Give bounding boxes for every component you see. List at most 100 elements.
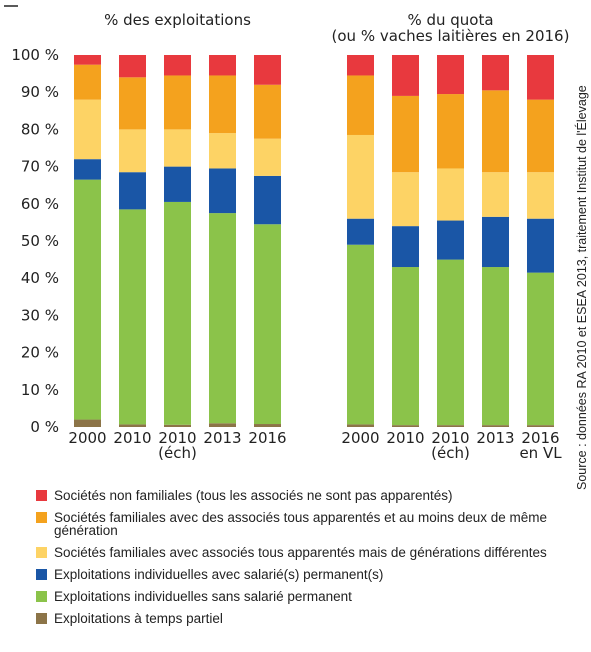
bar-segment bbox=[164, 55, 191, 76]
bar-segment bbox=[74, 55, 101, 65]
bar-segment bbox=[392, 95, 419, 173]
bar-segment bbox=[119, 209, 146, 425]
legend-label: Exploitations à temps partiel bbox=[54, 611, 223, 626]
x-tick-label: 2016 en VL bbox=[519, 429, 562, 462]
bar-segment bbox=[437, 94, 464, 169]
x-tick-label: 2016 bbox=[248, 429, 287, 447]
bar-segment bbox=[74, 159, 101, 180]
x-tick-label: 2010 (éch) bbox=[431, 429, 470, 462]
legend-label: Sociétés familiales avec des associés to… bbox=[54, 510, 548, 538]
bar-segment bbox=[482, 90, 509, 173]
bar-segment bbox=[209, 168, 236, 214]
bar-segment bbox=[347, 55, 374, 76]
bar-segment bbox=[527, 172, 554, 219]
y-tick-label: 0 % bbox=[30, 418, 59, 436]
bar-segment bbox=[209, 75, 236, 134]
legend-label: Exploitations individuelles avec salarié… bbox=[54, 567, 384, 582]
y-tick-label: 80 % bbox=[21, 120, 59, 138]
legend-swatch bbox=[36, 547, 47, 558]
bar-segment bbox=[74, 99, 101, 160]
bar-segment bbox=[119, 77, 146, 130]
source-note: Source : données RA 2010 et ESEA 2013, t… bbox=[574, 85, 589, 490]
legend-item: Exploitations à temps partiel bbox=[36, 612, 566, 625]
bar-segment bbox=[119, 129, 146, 173]
y-tick-label: 90 % bbox=[21, 83, 59, 101]
bar-segment bbox=[209, 133, 236, 169]
bar-segment bbox=[527, 272, 554, 426]
bar-segment bbox=[164, 75, 191, 130]
legend-item: Exploitations individuelles avec salarié… bbox=[36, 568, 566, 581]
bar-segment bbox=[209, 423, 236, 427]
bar-segment bbox=[74, 179, 101, 420]
bar-segment bbox=[482, 267, 509, 426]
bar-segment bbox=[209, 213, 236, 424]
bar-segment bbox=[74, 419, 101, 427]
chart-title: % du quota (ou % vaches laitières en 201… bbox=[331, 11, 570, 45]
bar-segment bbox=[392, 172, 419, 227]
legend-label: Sociétés non familiales (tous les associ… bbox=[54, 488, 453, 503]
x-tick-label: 2010 bbox=[113, 429, 152, 447]
source-box: Source : données RA 2010 et ESEA 2013, t… bbox=[574, 85, 589, 490]
legend-item: Exploitations individuelles sans salarié… bbox=[36, 590, 566, 603]
legend-swatch bbox=[36, 512, 47, 523]
bar-segment bbox=[482, 425, 509, 427]
bar-segment bbox=[209, 55, 236, 76]
bar-segment bbox=[482, 216, 509, 268]
x-tick-label: 2010 bbox=[386, 429, 425, 447]
bar-segment bbox=[74, 64, 101, 100]
bar-segment bbox=[164, 201, 191, 425]
legend-swatch bbox=[36, 490, 47, 501]
bar-segment bbox=[437, 259, 464, 426]
legend-item: Sociétés familiales avec associés tous a… bbox=[36, 546, 566, 559]
x-tick-label: 2000 bbox=[341, 429, 380, 447]
bar-segment bbox=[392, 267, 419, 426]
y-tick-label: 10 % bbox=[21, 381, 59, 399]
y-tick-label: 20 % bbox=[21, 344, 59, 362]
y-tick-label: 40 % bbox=[21, 269, 59, 287]
bar-segment bbox=[347, 134, 374, 219]
bar-segment bbox=[254, 224, 281, 425]
bar-segment bbox=[347, 218, 374, 245]
x-tick-label: 2000 bbox=[68, 429, 107, 447]
bar-segment bbox=[119, 172, 146, 210]
bar-segment bbox=[392, 55, 419, 96]
bar-segment bbox=[347, 424, 374, 427]
bar-segment bbox=[437, 55, 464, 95]
bar-segment bbox=[164, 129, 191, 167]
bar-segment bbox=[254, 84, 281, 139]
bar-segment bbox=[527, 218, 554, 273]
y-tick-label: 70 % bbox=[21, 158, 59, 176]
legend-item: Sociétés familiales avec des associés to… bbox=[36, 511, 566, 537]
legend-swatch bbox=[36, 613, 47, 624]
bar-segment bbox=[392, 425, 419, 427]
bar-segment bbox=[527, 425, 554, 427]
y-tick-label: 30 % bbox=[21, 306, 59, 324]
y-tick-label: 60 % bbox=[21, 195, 59, 213]
bar-segment bbox=[164, 424, 191, 427]
bar-segment bbox=[119, 424, 146, 427]
bar-segment bbox=[347, 244, 374, 425]
bar-segment bbox=[119, 55, 146, 78]
bar-segment bbox=[527, 55, 554, 100]
bar-segment bbox=[164, 166, 191, 202]
x-tick-label: 2013 bbox=[203, 429, 242, 447]
bar-segment bbox=[527, 99, 554, 173]
legend-swatch bbox=[36, 591, 47, 602]
bar-segment bbox=[437, 168, 464, 221]
legend: Sociétés non familiales (tous les associ… bbox=[36, 489, 566, 634]
bar-segment bbox=[254, 424, 281, 427]
legend-swatch bbox=[36, 569, 47, 580]
x-tick-label: 2010 (éch) bbox=[158, 429, 197, 462]
bar-segment bbox=[392, 226, 419, 268]
bar-segment bbox=[437, 220, 464, 260]
bar-segment bbox=[482, 172, 509, 217]
chart-title: % des exploitations bbox=[104, 11, 251, 29]
x-tick-label: 2013 bbox=[476, 429, 515, 447]
bar-segment bbox=[254, 175, 281, 225]
y-tick-label: 50 % bbox=[21, 232, 59, 250]
y-tick-label: 100 % bbox=[11, 46, 59, 64]
bar-segment bbox=[254, 55, 281, 85]
bar-segment bbox=[437, 425, 464, 427]
